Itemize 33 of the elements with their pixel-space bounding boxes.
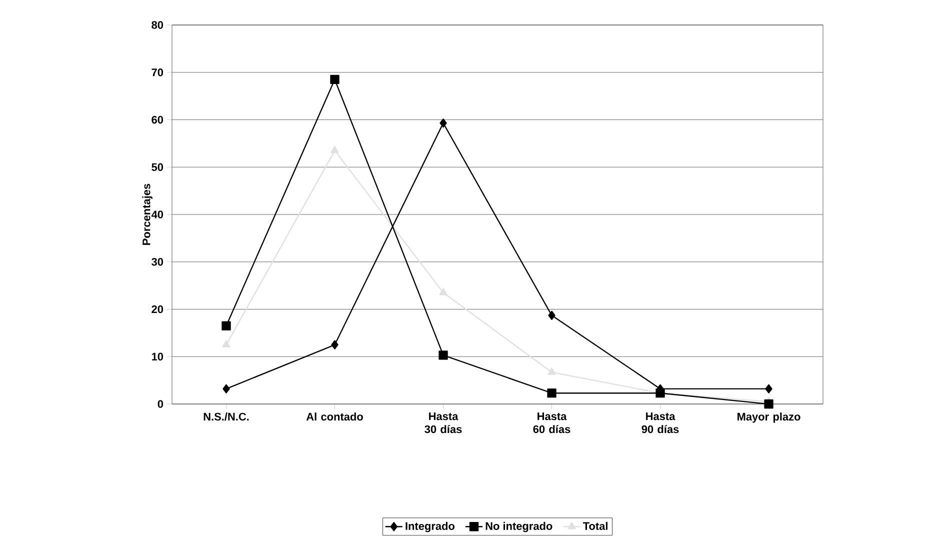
legend-label: Integrado [406,522,454,532]
point [438,350,448,360]
point [330,75,340,84]
y-tick-label: 70 [152,68,164,76]
point [222,321,231,331]
point [222,384,230,394]
x-tick-label: Hasta 90 días [642,412,679,434]
x-tick-label: Hasta 60 días [533,412,570,434]
point [765,384,772,394]
x-tick-label: N.S./N.C. [204,412,249,421]
y-tick-label: 80 [152,21,164,30]
point [331,340,338,350]
x-tick-label: Hasta 30 días [424,412,462,434]
point [548,311,556,320]
point [440,118,447,128]
point [548,368,556,376]
legend-label: Total [582,522,608,530]
point [222,340,230,348]
point [330,146,339,154]
x-tick-label: Al contado [306,412,363,421]
y-tick-label: 10 [152,352,164,361]
y-tick-label: 60 [152,116,164,124]
y-tick-label: 40 [151,210,164,219]
point [764,400,774,409]
x-tick-label: Mayor plazo [738,412,800,423]
legend-label: No integrado [486,522,552,532]
y-tick-label: 50 [152,163,164,172]
y-tick-label: 30 [152,258,164,266]
point [439,288,448,296]
point [547,388,556,398]
y-axis-title: Porcentajes [142,184,152,246]
y-tick-label: 20 [152,306,164,314]
y-tick-label: 0 [158,400,164,408]
